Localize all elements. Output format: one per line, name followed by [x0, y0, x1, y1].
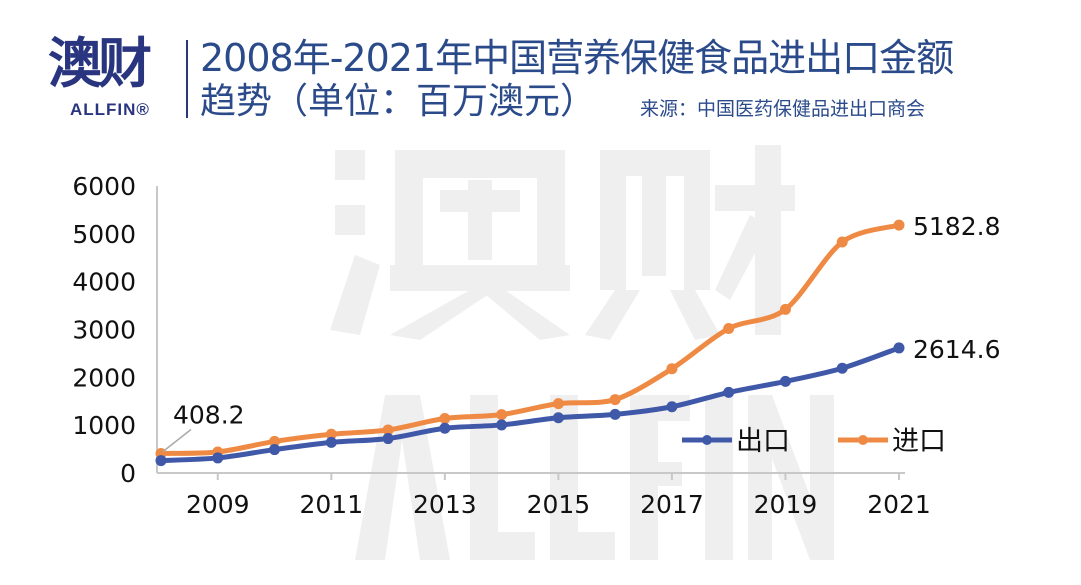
y-tick-label: 4000	[72, 268, 136, 297]
data-point	[496, 419, 508, 431]
x-tick-label: 2009	[186, 490, 250, 519]
data-point	[155, 455, 167, 467]
divider	[186, 40, 188, 118]
source-note: 来源：中国医药保健品进出口商会	[640, 98, 926, 120]
data-point	[723, 386, 735, 398]
legend-item: 出口	[682, 426, 790, 457]
legend-marker	[702, 435, 712, 445]
data-point	[893, 219, 905, 231]
legend-label: 进口	[892, 426, 946, 457]
data-point	[666, 363, 678, 375]
x-tick-label: 2019	[754, 490, 818, 519]
legend-label: 出口	[736, 426, 790, 457]
legend-item: 进口	[838, 426, 946, 457]
logo: 澳财 ALLFIN®	[48, 34, 178, 124]
data-point	[496, 409, 508, 421]
data-point	[269, 444, 281, 456]
data-label: 2614.6	[913, 335, 1000, 364]
data-point	[666, 401, 678, 413]
data-label: 408.2	[173, 400, 245, 429]
data-point	[212, 452, 224, 464]
data-point	[325, 436, 337, 448]
logo-cn: 澳财	[48, 32, 152, 95]
y-tick-label: 0	[120, 459, 136, 488]
data-point	[269, 435, 281, 447]
data-point	[893, 342, 905, 354]
data-point	[723, 323, 735, 335]
watermark-cn-picture	[330, 145, 795, 340]
data-point	[609, 394, 621, 406]
data-point	[439, 412, 451, 424]
legend-marker	[858, 435, 868, 445]
x-tick-label: 2021	[867, 490, 931, 519]
x-tick-label: 2011	[299, 490, 363, 519]
y-tick-label: 5000	[72, 220, 136, 249]
logo-en: ALLFIN®	[70, 100, 150, 119]
y-tick-label: 2000	[72, 363, 136, 392]
data-point	[382, 424, 394, 436]
data-point	[836, 362, 848, 374]
data-point	[552, 412, 564, 424]
y-tick-label: 1000	[72, 411, 136, 440]
watermark-en-picture	[355, 395, 834, 560]
data-point	[836, 236, 848, 248]
data-point	[779, 375, 791, 387]
series-export	[155, 342, 905, 467]
chart-title-line1: 2008年-2021年中国营养保健食品进出口金额	[200, 36, 954, 80]
data-point	[382, 433, 394, 445]
y-tick-label: 3000	[72, 316, 136, 345]
watermark	[330, 145, 834, 560]
data-label: 5182.8	[913, 212, 1000, 241]
data-point	[609, 408, 621, 420]
annotation-leader	[162, 428, 192, 453]
x-tick-label: 2017	[640, 490, 704, 519]
data-point	[325, 428, 337, 440]
data-point	[439, 422, 451, 434]
y-tick-label: 6000	[72, 172, 136, 201]
x-tick-label: 2013	[413, 490, 477, 519]
series-import	[155, 219, 905, 459]
x-tick-label: 2015	[527, 490, 591, 519]
chart-title-line2: 趋势（单位：百万澳元）	[200, 81, 597, 122]
data-point	[552, 398, 564, 410]
data-point	[779, 303, 791, 315]
